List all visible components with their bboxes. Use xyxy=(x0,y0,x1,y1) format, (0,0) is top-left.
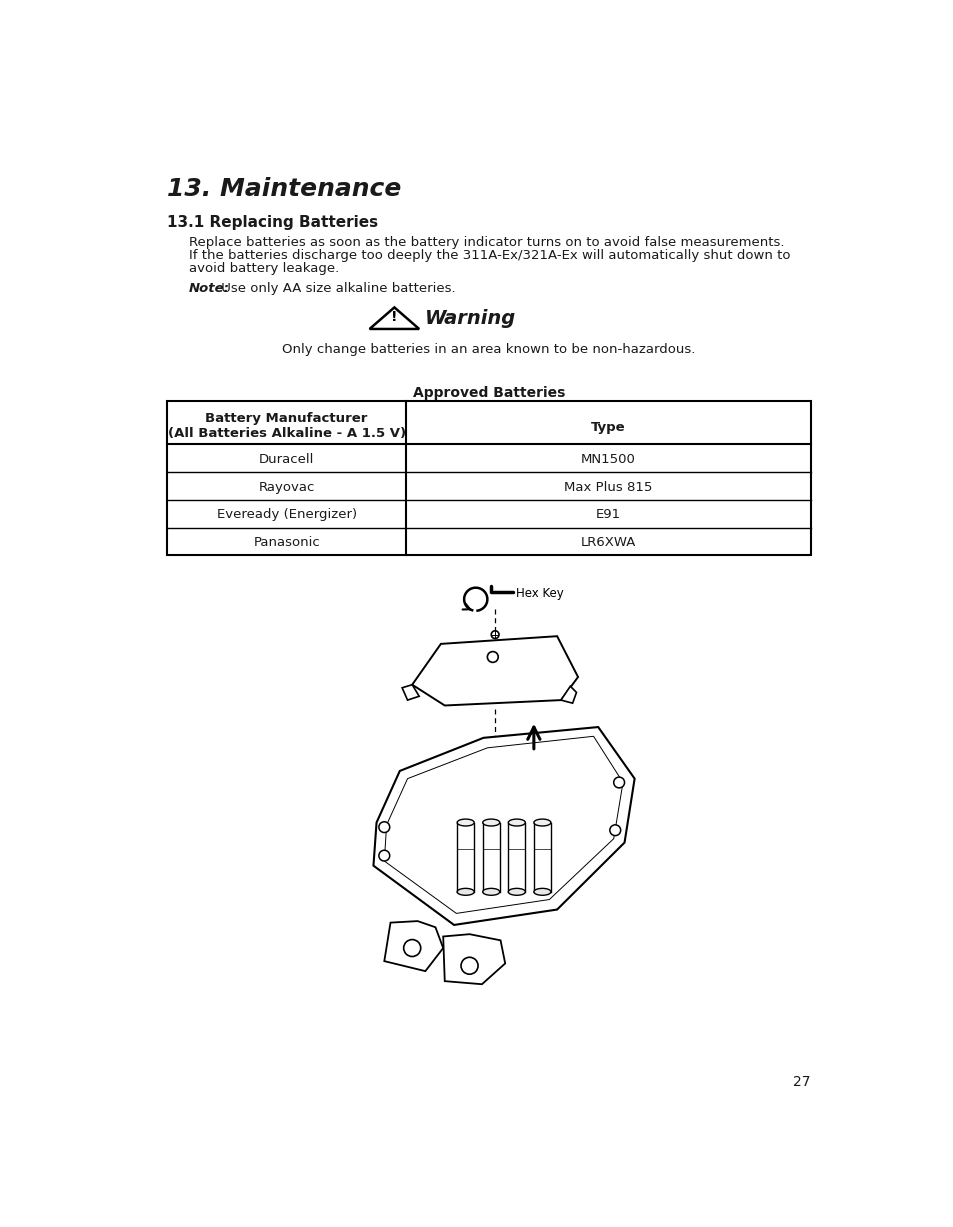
Ellipse shape xyxy=(482,820,499,826)
Text: Hex Key: Hex Key xyxy=(516,587,563,600)
Text: Note:: Note: xyxy=(189,282,230,294)
Circle shape xyxy=(460,957,477,974)
Text: Max Plus 815: Max Plus 815 xyxy=(563,481,652,493)
Polygon shape xyxy=(373,728,634,925)
Text: (All Batteries Alkaline - A 1.5 V): (All Batteries Alkaline - A 1.5 V) xyxy=(168,427,405,439)
Text: Duracell: Duracell xyxy=(258,453,314,466)
Text: Battery Manufacturer: Battery Manufacturer xyxy=(205,412,368,425)
Text: Replace batteries as soon as the battery indicator turns on to avoid false measu: Replace batteries as soon as the battery… xyxy=(189,236,783,249)
Text: Eveready (Energizer): Eveready (Energizer) xyxy=(216,508,356,521)
Text: 13.1 Replacing Batteries: 13.1 Replacing Batteries xyxy=(167,215,378,229)
Text: MN1500: MN1500 xyxy=(580,453,635,466)
Text: E91: E91 xyxy=(595,508,620,521)
Ellipse shape xyxy=(534,888,550,896)
Ellipse shape xyxy=(508,888,525,896)
Circle shape xyxy=(403,940,420,957)
Text: Panasonic: Panasonic xyxy=(253,536,319,550)
Polygon shape xyxy=(384,921,443,971)
Text: Warning: Warning xyxy=(425,309,517,328)
Polygon shape xyxy=(443,934,505,984)
Polygon shape xyxy=(560,686,576,703)
Polygon shape xyxy=(412,636,578,706)
Text: Approved Batteries: Approved Batteries xyxy=(413,387,564,400)
Ellipse shape xyxy=(534,820,550,826)
Circle shape xyxy=(613,777,624,788)
Ellipse shape xyxy=(456,888,474,896)
Text: Use only AA size alkaline batteries.: Use only AA size alkaline batteries. xyxy=(216,282,455,294)
Ellipse shape xyxy=(482,888,499,896)
Text: 13. Maintenance: 13. Maintenance xyxy=(167,177,401,200)
Text: Only change batteries in an area known to be non-hazardous.: Only change batteries in an area known t… xyxy=(282,342,695,356)
Text: LR6XWA: LR6XWA xyxy=(580,536,636,550)
Circle shape xyxy=(378,822,390,833)
Ellipse shape xyxy=(508,820,525,826)
Text: 27: 27 xyxy=(792,1075,810,1090)
Bar xyxy=(167,401,810,556)
Polygon shape xyxy=(402,685,418,701)
Circle shape xyxy=(378,850,390,861)
Ellipse shape xyxy=(456,820,474,826)
Text: Type: Type xyxy=(590,421,625,434)
Text: If the batteries discharge too deeply the 311A-Ex/321A-Ex will automatically shu: If the batteries discharge too deeply th… xyxy=(189,249,790,261)
Text: Rayovac: Rayovac xyxy=(258,481,314,493)
Text: !: ! xyxy=(391,309,397,324)
Text: avoid battery leakage.: avoid battery leakage. xyxy=(189,263,339,275)
Circle shape xyxy=(609,825,620,836)
